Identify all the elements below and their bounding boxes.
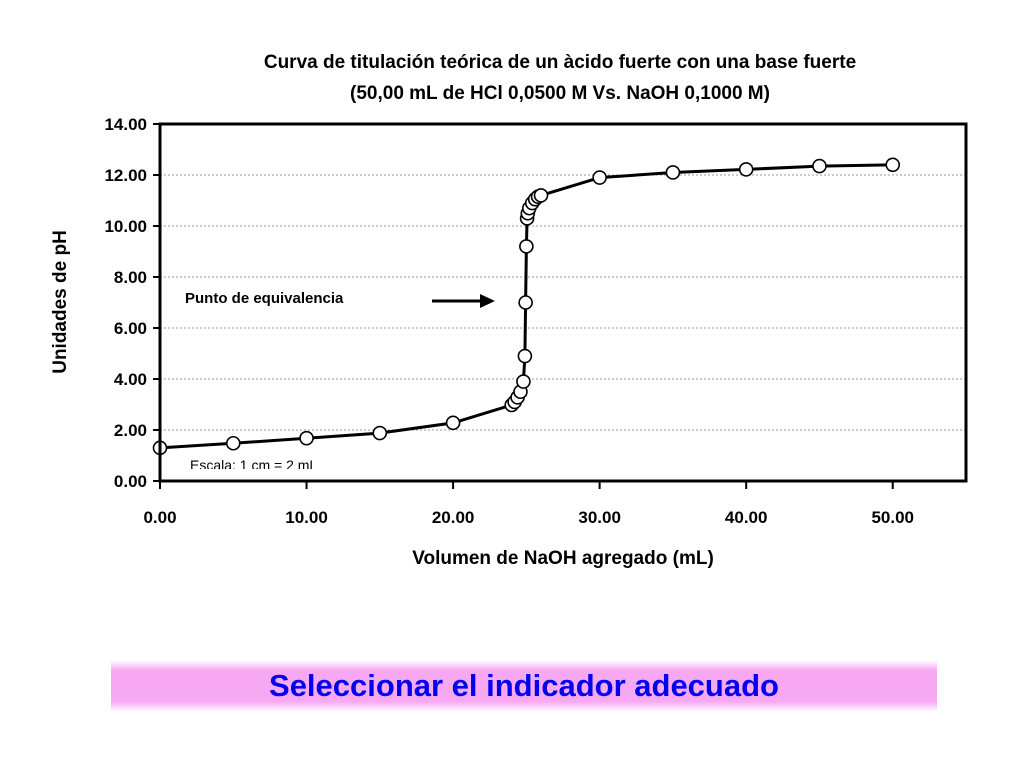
x-tick-label: 10.00	[285, 508, 328, 527]
banner-text: Seleccionar el indicador adecuado	[269, 668, 779, 703]
chart-title-line-1: Curva de titulación teórica de un àcido …	[264, 52, 856, 73]
x-tick-label: 20.00	[432, 508, 475, 527]
chart-title-line-2: (50,00 mL de HCl 0,0500 M Vs. NaOH 0,100…	[350, 83, 770, 104]
data-point	[516, 374, 531, 389]
x-tick-label: 50.00	[871, 508, 914, 527]
y-tick-label: 8.00	[114, 268, 147, 287]
y-tick-label: 4.00	[114, 370, 147, 389]
y-tick-label: 14.00	[104, 115, 147, 134]
select-indicator-banner: Seleccionar el indicador adecuado	[111, 660, 937, 712]
x-tick-label: 0.00	[143, 508, 176, 527]
equivalence-arrow-icon	[432, 294, 495, 308]
data-point	[518, 295, 533, 310]
data-point	[517, 348, 533, 364]
plot-frame	[158, 122, 968, 483]
data-point	[445, 415, 461, 431]
x-axis-ticks: 0.00 10.00 20.00 30.00 40.00 50.00	[143, 481, 914, 527]
data-point	[592, 170, 607, 185]
data-points	[152, 157, 901, 456]
equivalence-point-label: Punto de equivalencia	[185, 290, 344, 307]
titration-chart: Curva de titulación teórica de un àcido …	[50, 52, 968, 569]
y-tick-label: 2.00	[114, 421, 147, 440]
data-point	[372, 425, 388, 441]
data-point	[665, 165, 681, 180]
data-point	[519, 239, 534, 254]
y-tick-label: 6.00	[114, 319, 147, 338]
scale-note: Escala: 1 cm = 2 mL	[190, 457, 317, 473]
x-tick-label: 40.00	[725, 508, 768, 527]
y-axis-label: Unidades de pH	[50, 230, 71, 374]
data-point	[738, 162, 754, 177]
y-axis-ticks: 0.00 2.00 4.00 6.00 8.00 10.00 12.00 14.00	[104, 115, 160, 491]
data-point	[225, 435, 241, 451]
data-point	[885, 157, 901, 173]
data-point	[533, 188, 549, 203]
y-tick-label: 10.00	[104, 217, 147, 236]
data-point	[812, 158, 827, 174]
data-point	[299, 430, 314, 446]
y-tick-label: 0.00	[114, 472, 147, 491]
x-axis-label: Volumen de NaOH agregado (mL)	[412, 548, 714, 569]
y-tick-label: 12.00	[104, 166, 147, 185]
x-tick-label: 30.00	[578, 508, 621, 527]
